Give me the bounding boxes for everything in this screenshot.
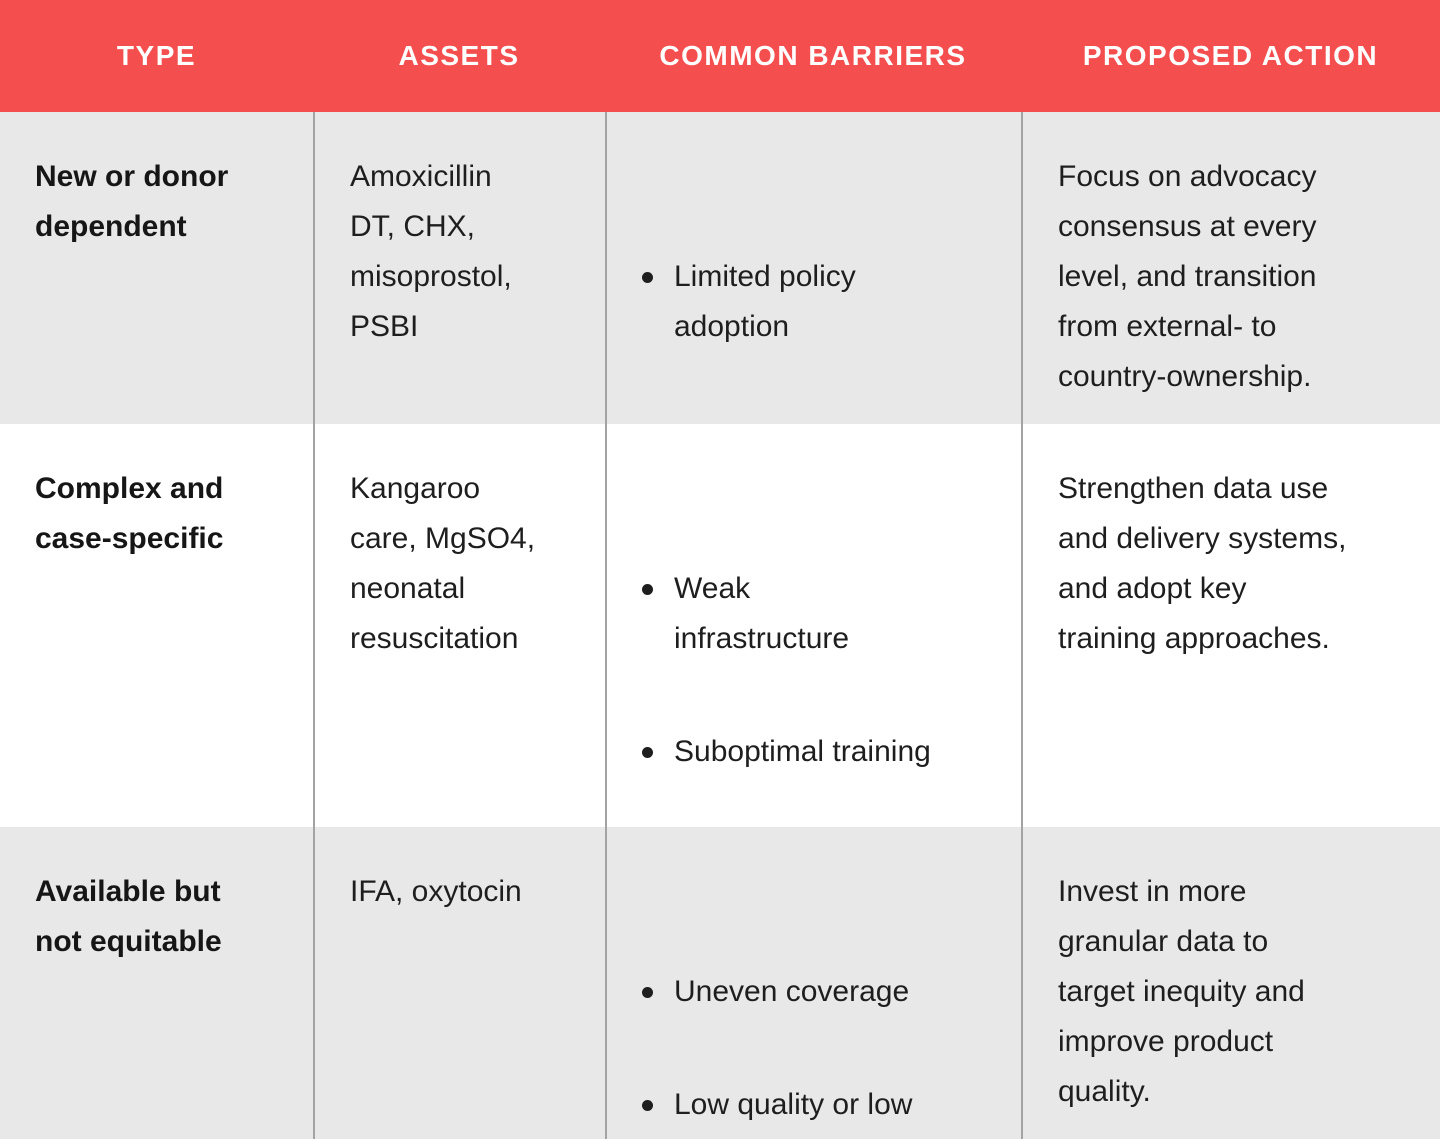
barrier-item: Limited policy adoption — [642, 252, 993, 352]
barrier-text: Uneven coverage — [674, 975, 910, 1008]
assets-cell: Amoxicillin DT, CHX, misoprostol, PSBI — [313, 112, 605, 424]
table-row: Complex and case-specific Kangaroo care,… — [0, 424, 1440, 827]
table-header-row: TYPE ASSETS COMMON BARRIERS PROPOSED ACT… — [0, 0, 1440, 112]
barrier-text: Limited country ownership — [674, 415, 877, 424]
bullet-icon — [642, 272, 653, 283]
type-cell: Available but not equitable — [35, 875, 222, 958]
column-header-proposed-action: PROPOSED ACTION — [1082, 40, 1379, 71]
barrier-item: Limited country ownership — [642, 415, 993, 424]
action-cell: Strengthen data use and delivery systems… — [1021, 424, 1440, 827]
bullet-icon — [642, 1100, 653, 1111]
assets-cell: Kangaroo care, MgSO4, neonatal resuscita… — [313, 424, 605, 827]
column-header-type: TYPE — [116, 40, 197, 71]
barriers-cell: Weak infrastructure Suboptimal training … — [605, 424, 1021, 827]
type-cell: New or donor dependent — [35, 160, 229, 243]
bullet-icon — [642, 584, 653, 595]
barrier-text: Suboptimal training — [674, 735, 931, 768]
column-header-assets: ASSETS — [398, 40, 520, 71]
action-cell: Focus on advocacy consensus at every lev… — [1021, 112, 1440, 424]
barrier-text: Low quality or low adherence rates — [674, 1088, 913, 1139]
bullet-icon — [642, 987, 653, 998]
barrier-list: Uneven coverage Low quality or low adher… — [642, 917, 993, 1139]
barrier-item: Suboptimal training — [642, 727, 993, 777]
barrier-item: Low quality or low adherence rates — [642, 1080, 993, 1139]
assets-cell: IFA, oxytocin — [313, 827, 605, 1139]
barrier-list: Weak infrastructure Suboptimal training … — [642, 514, 993, 827]
type-cell: Complex and case-specific — [35, 472, 224, 555]
barrier-text: Limited policy adoption — [674, 260, 856, 343]
barriers-cell: Limited policy adoption Limited country … — [605, 112, 1021, 424]
bullet-icon — [642, 747, 653, 758]
action-cell: Invest in more granular data to target i… — [1021, 827, 1440, 1139]
barrier-text: Weak infrastructure — [674, 572, 850, 655]
barrier-item: Weak infrastructure — [642, 564, 993, 664]
column-header-common-barriers: COMMON BARRIERS — [659, 40, 967, 71]
barrier-list: Limited policy adoption Limited country … — [642, 202, 993, 424]
barriers-cell: Uneven coverage Low quality or low adher… — [605, 827, 1021, 1139]
barrier-item: Uneven coverage — [642, 967, 993, 1017]
table-row: Available but not equitable IFA, oxytoci… — [0, 827, 1440, 1139]
table-row: New or donor dependent Amoxicillin DT, C… — [0, 112, 1440, 424]
